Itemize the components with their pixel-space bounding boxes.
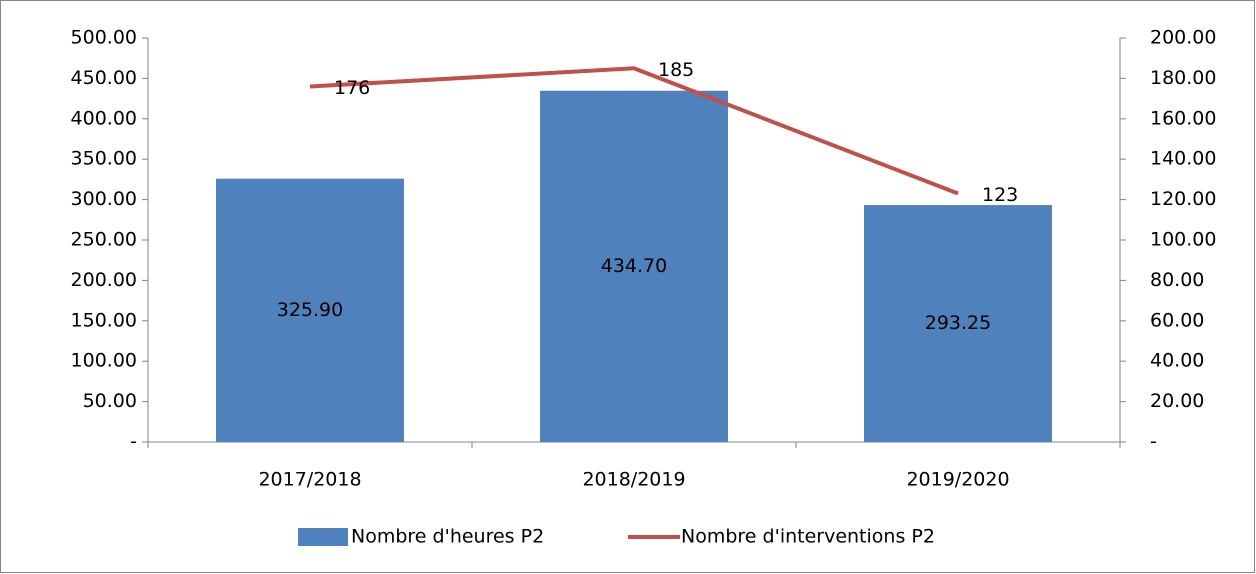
data-label: 325.90 [277,299,343,321]
y-tick-label: 450.00 [71,67,137,89]
y2-tick-label: 20.00 [1150,390,1204,412]
y-tick-label: 200.00 [71,269,137,291]
legend-label: Nombre d'heures P2 [351,526,544,548]
x-tick-label: 2017/2018 [258,469,361,491]
y-tick-label: - [130,431,137,453]
data-label: 434.70 [601,255,667,277]
y2-tick-label: 180.00 [1150,67,1216,89]
y-tick-label: 100.00 [71,350,137,372]
bar [864,205,1052,442]
y2-tick-label: 140.00 [1150,148,1216,170]
y-tick-label: 400.00 [71,107,137,129]
y-tick-label: 500.00 [71,27,137,49]
y-tick-label: 50.00 [83,390,137,412]
x-tick-label: 2018/2019 [582,469,685,491]
y2-tick-label: - [1150,431,1157,453]
y2-tick-label: 120.00 [1150,188,1216,210]
bar [540,90,728,443]
data-label: 293.25 [925,312,991,334]
data-label: 185 [658,59,694,81]
y2-tick-label: 40.00 [1150,350,1204,372]
y-tick-label: 150.00 [71,309,137,331]
y2-tick-label: 100.00 [1150,229,1216,251]
data-label: 176 [334,77,370,99]
y-tick-label: 300.00 [71,188,137,210]
line [309,66,959,196]
legend-swatch [298,528,348,546]
y-tick-label: 250.00 [71,229,137,251]
bar [216,178,404,443]
y2-tick-label: 60.00 [1150,309,1204,331]
x-tick-label: 2019/2020 [906,469,1009,491]
data-label: 123 [982,184,1018,206]
y-tick-label: 350.00 [71,148,137,170]
y2-tick-label: 200.00 [1150,27,1216,49]
y2-tick-label: 160.00 [1150,107,1216,129]
y2-tick-label: 80.00 [1150,269,1204,291]
legend-label: Nombre d'interventions P2 [681,526,935,548]
